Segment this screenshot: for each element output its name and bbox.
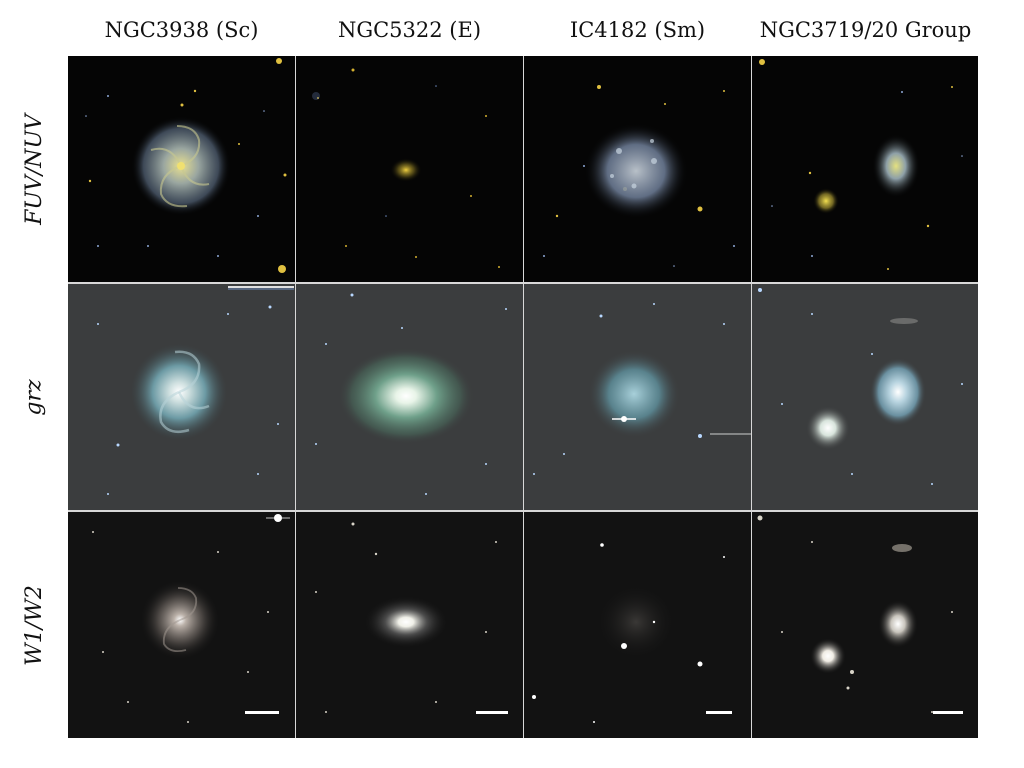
panel-fuv-ic4182 — [524, 56, 751, 282]
panel-w1w2-ngc5322 — [296, 512, 523, 738]
column-label-ngc3719-group: NGC3719/20 Group — [759, 18, 972, 42]
galaxy-image — [296, 512, 523, 738]
galaxy-image — [296, 56, 523, 282]
row-label-grz: grz — [14, 284, 54, 510]
row-label-w1-w2-text: W1/W2 — [21, 584, 47, 666]
row-label-w1-w2: W1/W2 — [14, 512, 54, 738]
panel-w1w2-ngc3719-group — [752, 512, 978, 738]
column-label-ngc3938: NGC3938 (Sc) — [104, 18, 259, 42]
panel-grz-ngc3938 — [68, 284, 295, 510]
galaxy-image — [524, 284, 751, 510]
column-label-ic4182: IC4182 (Sm) — [569, 18, 706, 42]
panel-fuv-ngc3938 — [68, 56, 295, 282]
scale-bar — [476, 711, 508, 714]
panel-w1w2-ic4182 — [524, 512, 751, 738]
galaxy-image — [68, 512, 295, 738]
galaxy-image — [752, 56, 978, 282]
row-label-fuv-nuv-text: FUV/NUV — [21, 113, 47, 225]
scale-bar — [245, 711, 279, 714]
galaxy-image — [524, 56, 751, 282]
panel-grz-ngc3719-group — [752, 284, 978, 510]
panel-fuv-ngc5322 — [296, 56, 523, 282]
panel-grz-ic4182 — [524, 284, 751, 510]
panel-fuv-ngc3719-group — [752, 56, 978, 282]
galaxy-image — [68, 284, 295, 510]
galaxy-image — [524, 512, 751, 738]
panel-w1w2-ngc3938 — [68, 512, 295, 738]
galaxy-image — [68, 56, 295, 282]
panel-grz-ngc5322 — [296, 284, 523, 510]
row-label-fuv-nuv: FUV/NUV — [14, 56, 54, 282]
scale-bar — [706, 711, 732, 714]
row-label-grz-text: grz — [21, 378, 47, 416]
galaxy-image — [752, 512, 978, 738]
column-label-ngc5322: NGC5322 (E) — [337, 18, 482, 42]
image-grid — [68, 56, 978, 738]
scale-bar — [933, 711, 963, 714]
galaxy-image — [752, 284, 978, 510]
galaxy-image — [296, 284, 523, 510]
